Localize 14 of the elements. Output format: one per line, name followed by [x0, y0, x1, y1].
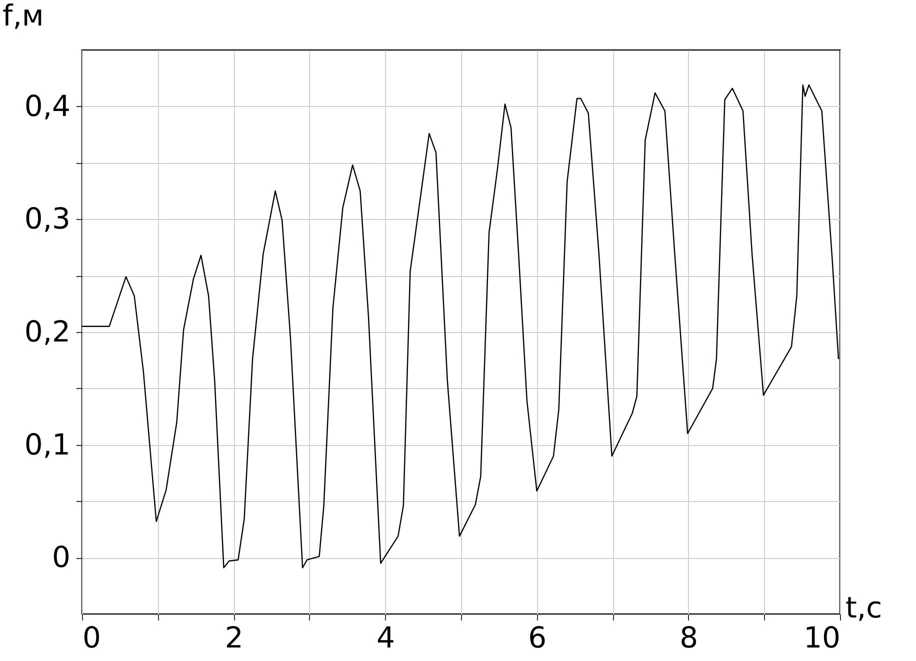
x-tick-label: 10 [804, 620, 840, 654]
y-axis-title: f,м [2, 0, 44, 32]
y-tick-label: 0,4 [24, 88, 70, 123]
y-tick-label: 0,1 [24, 427, 70, 462]
x-tick-label: 8 [680, 620, 698, 654]
x-axis-title: t,c [846, 590, 882, 624]
y-tick-label: 0 [52, 540, 70, 574]
line-series [81, 84, 840, 568]
y-tick-label: 0,2 [24, 314, 70, 348]
x-tick-label: 6 [528, 620, 547, 654]
x-tick-label: 4 [376, 620, 395, 654]
x-tick-label: 0 [82, 620, 101, 654]
x-tick-label: 2 [224, 620, 244, 654]
y-tick-label: 0,3 [24, 202, 70, 236]
